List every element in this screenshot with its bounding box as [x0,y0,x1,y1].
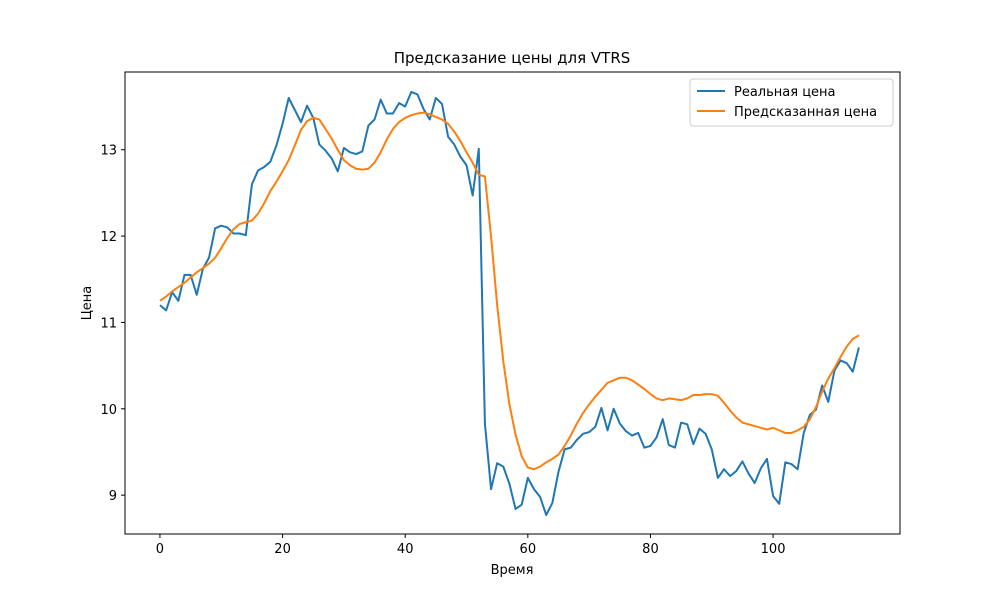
y-tick-label: 11 [100,316,117,331]
y-tick-label: 10 [100,403,117,418]
x-tick-label: 60 [520,542,537,557]
legend-label-predicted-price: Предсказанная цена [734,105,877,120]
y-tick-label: 13 [100,144,117,159]
series-line-real-price [159,90,860,516]
x-tick-label: 80 [642,542,659,557]
x-tick-label: 100 [761,542,786,557]
y-tick-label: 12 [100,230,117,245]
x-axis-ticks: 0 20 40 60 80 100 [156,534,786,557]
legend: Реальная цена Предсказанная цена [689,78,894,127]
y-axis-label: Цена [80,286,95,321]
x-tick-label: 40 [397,542,414,557]
series-layer [159,90,860,516]
x-tick-label: 20 [274,542,291,557]
y-axis-ticks: 9 10 11 12 13 [100,144,125,504]
series-line-predicted-price [159,111,860,471]
x-axis-label: Время [491,563,534,578]
legend-label-real-price: Реальная цена [734,85,836,100]
chart-title: Предсказание цены для VTRS [394,49,631,67]
legend-box [689,78,894,127]
x-tick-label: 0 [156,542,164,557]
y-tick-label: 9 [109,489,117,504]
plot-frame [124,71,901,535]
